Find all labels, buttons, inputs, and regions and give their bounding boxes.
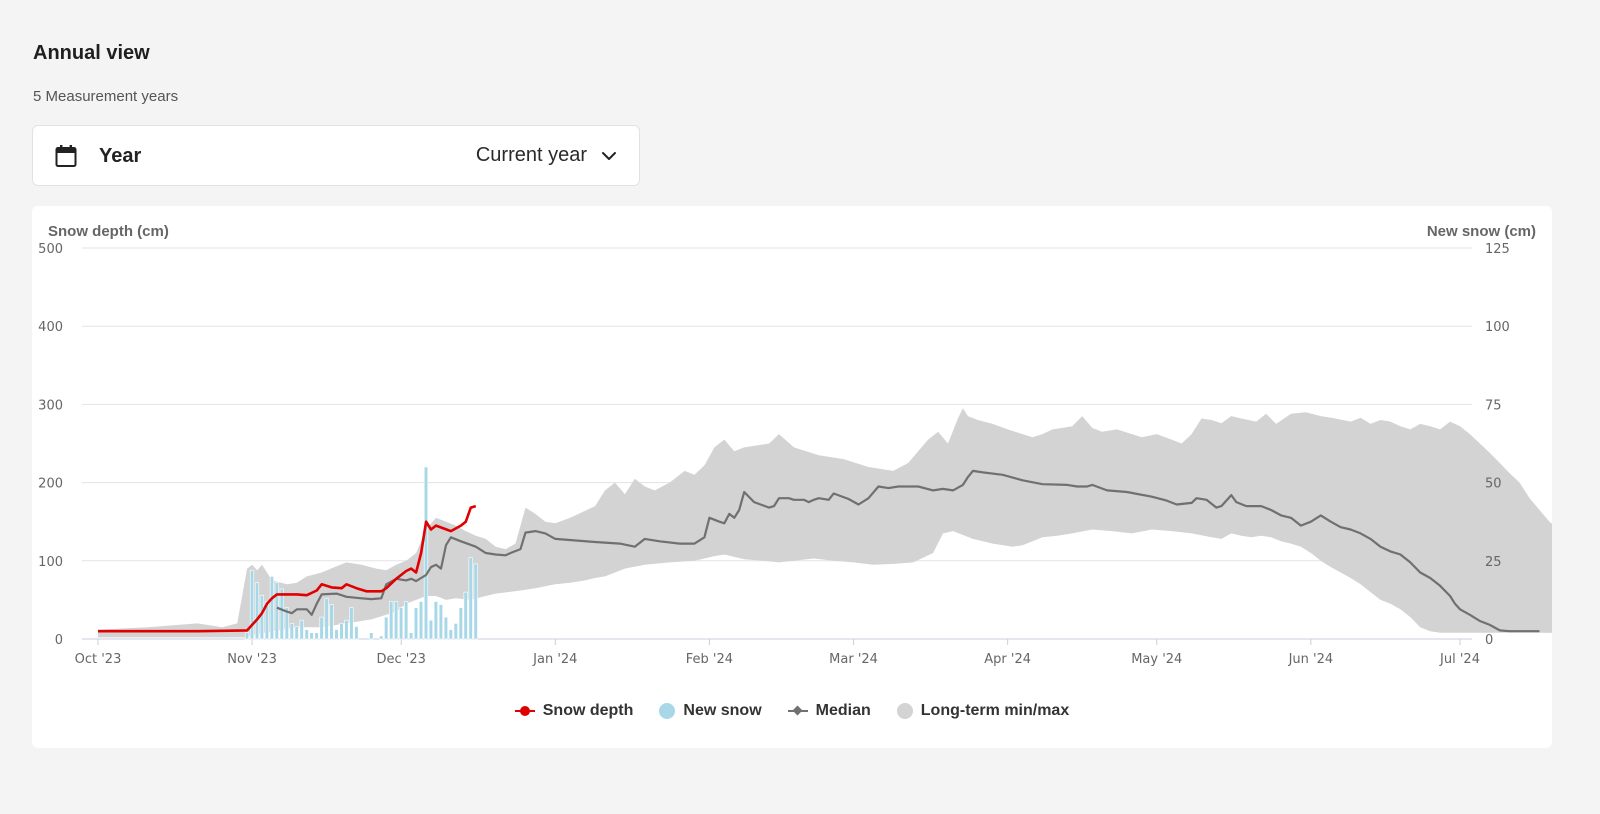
new-snow-bar (469, 558, 473, 639)
new-snow-bar (275, 583, 279, 639)
chart-legend: Snow depth New snow Median Long-term min… (32, 702, 1552, 720)
x-tick-label: Dec '23 (377, 652, 426, 667)
new-snow-bar (370, 633, 374, 639)
new-snow-bar (454, 623, 458, 639)
snow-chart[interactable]: 0 0 100 25 200 50 300 75 400 100 500 125 Oct '23 Nov … (32, 206, 1552, 696)
x-tick-label: May '24 (1131, 652, 1182, 667)
page-title: Annual view (33, 42, 150, 65)
legend-item-snow-depth[interactable]: Snow depth (515, 702, 634, 720)
new-snow-bar (439, 605, 443, 639)
new-snow-bar (290, 623, 294, 639)
legend-label-median: Median (816, 702, 871, 720)
new-snow-bar (424, 467, 428, 639)
new-snow-bar (404, 602, 408, 640)
new-snow-bar (330, 605, 334, 639)
new-snow-bar (449, 630, 453, 639)
new-snow-bar (444, 617, 448, 639)
new-snow-bar (255, 583, 259, 639)
new-snow-legend-symbol (659, 703, 675, 719)
new-snow-bar (315, 633, 319, 639)
legend-label-new-snow: New snow (683, 702, 761, 720)
x-tick-label: Jul '24 (1439, 652, 1480, 667)
new-snow-bar (379, 636, 383, 639)
year-selector-card: Year Current year (32, 125, 640, 186)
new-snow-bar (459, 608, 463, 639)
calendar-icon (55, 144, 77, 173)
x-tick-label: Oct '23 (75, 652, 122, 667)
new-snow-bar (474, 564, 478, 639)
new-snow-bar (414, 608, 418, 639)
new-snow-bar (300, 620, 304, 639)
x-tick-label: Jan '24 (532, 652, 577, 667)
new-snow-bar (345, 620, 349, 639)
year-dropdown-value: Current year (476, 144, 587, 167)
minmax-legend-symbol (897, 703, 913, 719)
new-snow-bar (394, 602, 398, 640)
new-snow-bar (245, 633, 249, 639)
new-snow-bar (305, 630, 309, 639)
new-snow-bar (340, 623, 344, 639)
x-tick-label: Feb '24 (686, 652, 733, 667)
new-snow-bar (409, 633, 413, 639)
y-right-tick-label: 75 (1485, 398, 1502, 413)
new-snow-bar (355, 627, 359, 640)
new-snow-bar (419, 602, 423, 640)
new-snow-bar (434, 602, 438, 640)
x-tick-label: Nov '23 (227, 652, 277, 667)
x-tick-label: Jun '24 (1288, 652, 1334, 667)
y-right-tick-label: 50 (1485, 477, 1502, 492)
y-right-tick-label: 125 (1485, 242, 1510, 257)
new-snow-bar (280, 589, 284, 639)
new-snow-bar (325, 598, 329, 639)
year-label: Year (99, 145, 141, 168)
legend-item-median[interactable]: Median (788, 702, 871, 720)
y-left-tick-label: 100 (38, 555, 63, 570)
new-snow-bar (320, 617, 324, 639)
new-snow-bar (250, 570, 254, 639)
measurement-years-subtitle: 5 Measurement years (33, 88, 178, 105)
x-tick-label: Mar '24 (829, 652, 878, 667)
median-legend-symbol (788, 705, 808, 717)
snow-chart-card: Snow depth (cm) New snow (cm) 0 0 100 25 200… (32, 206, 1552, 748)
new-snow-bar (295, 627, 299, 640)
new-snow-bar (260, 595, 264, 639)
snow-depth-legend-symbol (515, 705, 535, 717)
y-right-tick-label: 0 (1485, 633, 1493, 648)
y-left-tick-label: 200 (38, 477, 63, 492)
new-snow-bar (384, 617, 388, 639)
new-snow-bar (429, 620, 433, 639)
y-left-tick-label: 0 (55, 633, 63, 648)
legend-label-minmax: Long-term min/max (921, 702, 1069, 720)
y-left-tick-label: 300 (38, 398, 63, 413)
new-snow-bar (464, 592, 468, 639)
new-snow-bar (270, 576, 274, 639)
new-snow-bar (399, 608, 403, 639)
new-snow-bar (310, 633, 314, 639)
y-left-tick-label: 400 (38, 320, 63, 335)
new-snow-bar (335, 630, 339, 639)
legend-item-new-snow[interactable]: New snow (659, 702, 761, 720)
legend-item-minmax[interactable]: Long-term min/max (897, 702, 1069, 720)
new-snow-bar (350, 608, 354, 639)
legend-label-snow-depth: Snow depth (543, 702, 634, 720)
y-left-tick-label: 500 (38, 242, 63, 257)
x-tick-label: Apr '24 (984, 652, 1031, 667)
year-dropdown[interactable]: Current year (476, 144, 617, 167)
new-snow-bar (389, 602, 393, 640)
y-right-tick-label: 25 (1485, 555, 1502, 570)
chevron-down-icon (601, 144, 617, 167)
y-right-tick-label: 100 (1485, 320, 1510, 335)
